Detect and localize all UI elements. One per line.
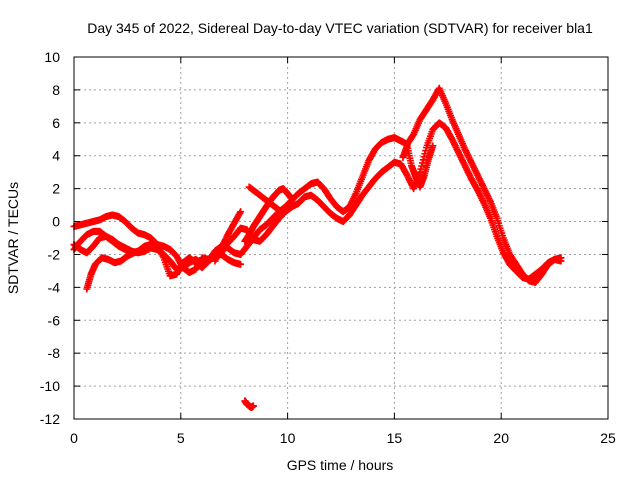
series-trace-d [83,239,157,293]
data-point [149,239,157,247]
y-tick-label: 2 [52,181,60,197]
y-tick-label: 10 [44,49,60,65]
series-trace-f [241,185,296,245]
y-tick-label: -2 [48,246,61,262]
x-axis-label: GPS time / hours [287,457,394,473]
x-tick-label: 10 [280,430,296,446]
data-point [236,209,244,217]
y-tick-label: -12 [40,411,60,427]
chart-title: Day 345 of 2022, Sidereal Day-to-day VTE… [87,20,593,36]
x-tick-label: 20 [493,430,509,446]
x-tick-label: 15 [387,430,403,446]
y-tick-label: 8 [52,82,60,98]
y-axis-label: SDTVAR / TECUs [5,182,21,294]
y-tick-label: -4 [48,279,61,295]
data-point [249,402,257,410]
data-point [237,260,245,268]
data-point [277,208,285,216]
y-tick-label: -10 [40,378,60,394]
x-tick-label: 0 [70,430,78,446]
plot-frame [73,56,609,420]
data-point [237,208,245,216]
data-points [70,84,565,411]
y-tick-label: 0 [52,214,60,230]
series-trace-g [245,183,285,216]
series-trace-a [70,84,565,286]
grid-lines [74,57,608,419]
data-point [429,142,437,150]
series-trace-i [241,397,257,411]
series-trace-e [211,208,245,265]
y-tick-label: 6 [52,115,60,131]
y-tick-label: -8 [48,345,61,361]
y-tick-label: 4 [52,148,60,164]
y-tick-label: -6 [48,312,61,328]
data-point [288,195,296,203]
x-tick-label: 5 [177,430,185,446]
data-point [557,257,565,265]
x-tick-label: 25 [600,430,616,446]
series-trace-h [399,142,437,191]
